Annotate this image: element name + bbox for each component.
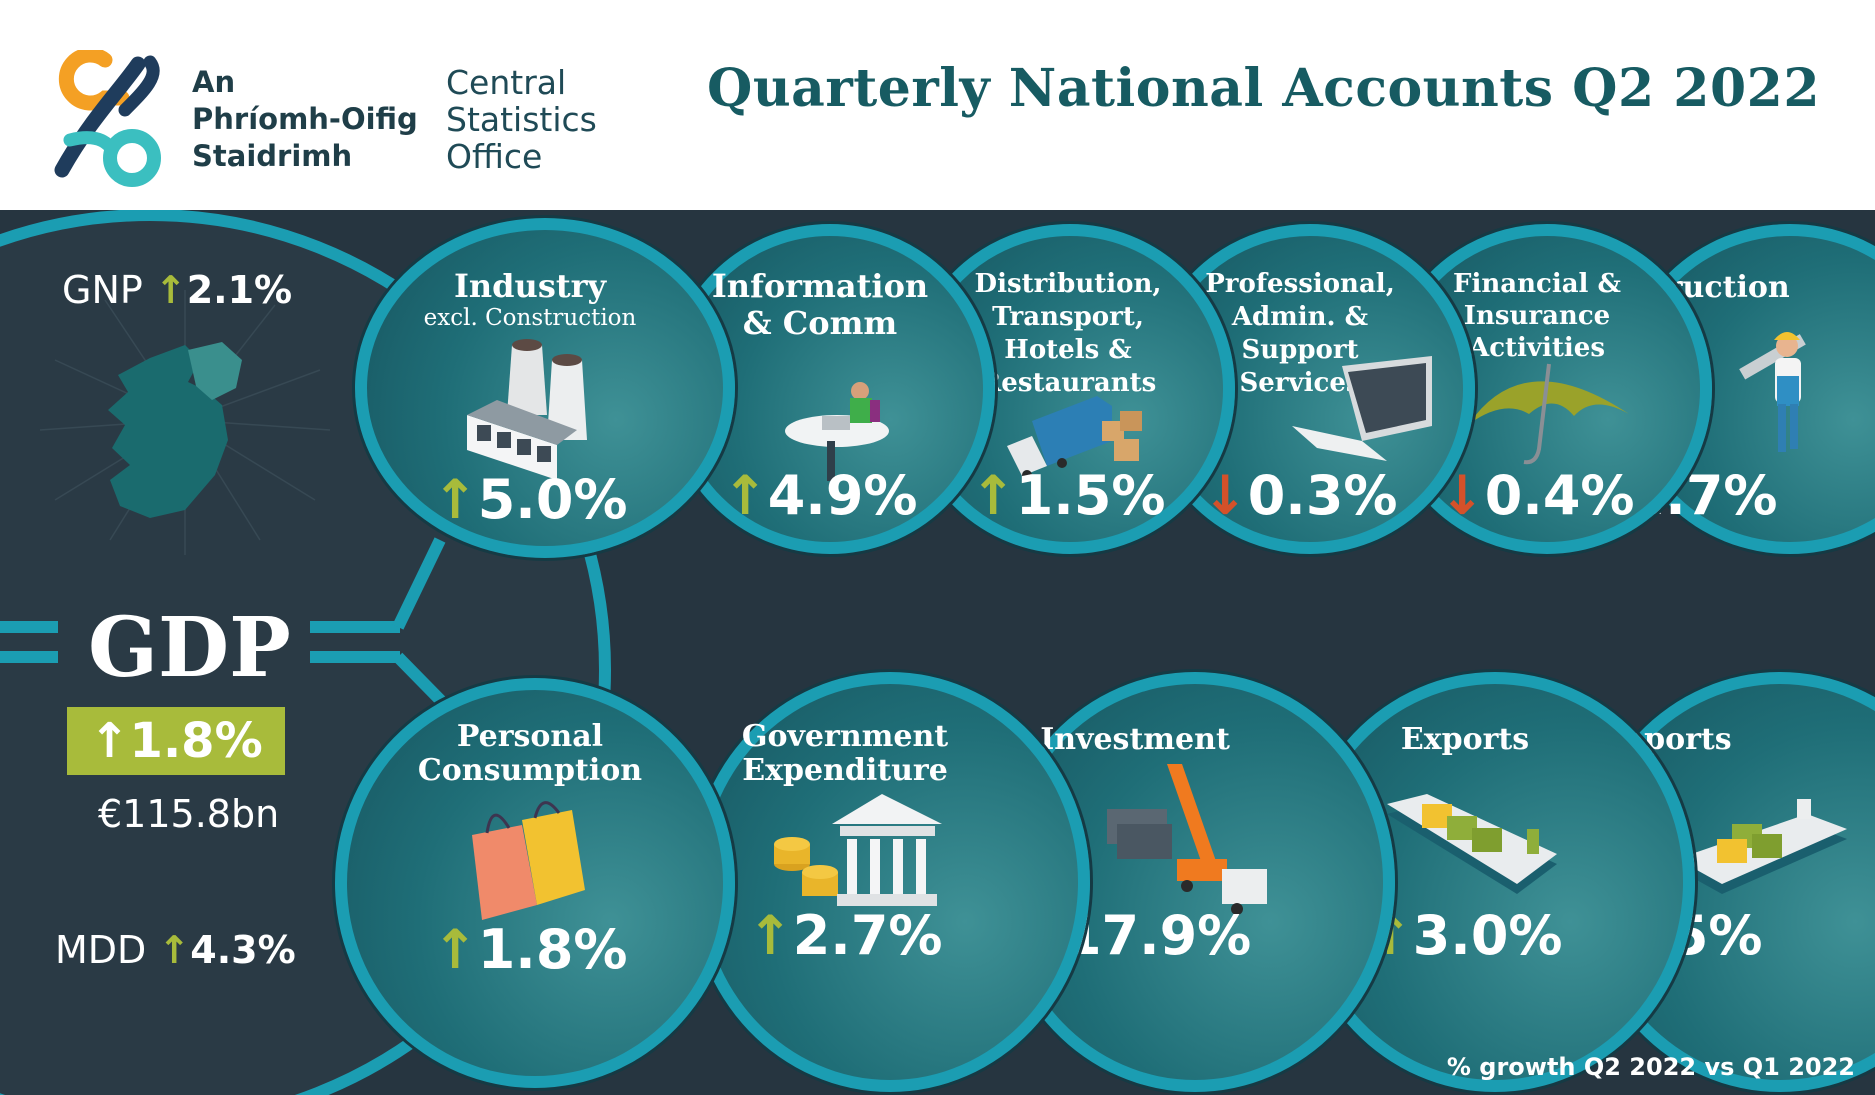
cargo-ship-icon bbox=[1387, 794, 1557, 894]
shopping-bags-icon bbox=[472, 801, 585, 920]
up-arrow-icon: ↑ bbox=[432, 918, 478, 981]
up-arrow-icon: ↑ bbox=[747, 904, 793, 967]
up-arrow-icon: ↑ bbox=[432, 468, 478, 531]
sector-title-line: Restaurants bbox=[979, 368, 1157, 398]
mdd-name: MDD bbox=[55, 928, 147, 972]
sector-circle-industry: Industry excl. Construction ↑5.0% bbox=[355, 218, 735, 558]
sector-title-line: Services bbox=[1239, 368, 1361, 398]
construction-worker-icon bbox=[1739, 332, 1806, 452]
logo-english-line: Central bbox=[446, 63, 567, 102]
expenditure-title-line: Consumption bbox=[417, 753, 643, 788]
logo-irish-line: Staidrimh bbox=[192, 139, 353, 173]
expenditure-title: Investment bbox=[947, 722, 1323, 757]
gnp-label: GNP ↑2.1% bbox=[62, 268, 292, 312]
sector-value: ↑5.0% bbox=[352, 468, 708, 531]
expenditure-circle-personal: Personal Consumption ↑1.8% bbox=[335, 678, 735, 1088]
up-arrow-icon: ↑ bbox=[154, 268, 187, 312]
gnp-name: GNP bbox=[62, 268, 143, 312]
sector-title-line: Activities bbox=[1469, 333, 1605, 363]
logo-irish-line: An bbox=[192, 65, 236, 99]
sector-title-line: Hotels & bbox=[1004, 335, 1132, 365]
expenditure-value-text: 1.8% bbox=[477, 918, 628, 981]
expenditure-title-line: Government bbox=[741, 719, 949, 754]
expenditure-value-text: 17.9% bbox=[1063, 904, 1252, 967]
crane-icon bbox=[1107, 764, 1267, 915]
footnote: % growth Q2 2022 vs Q1 2022 bbox=[1446, 1053, 1855, 1081]
up-arrow-icon: ↑ bbox=[158, 928, 191, 972]
expenditure-title: Personal Consumption bbox=[342, 720, 718, 788]
sector-title-line: Industry bbox=[453, 267, 607, 305]
logo-irish-name: An Phríomh-Oifig Staidrimh bbox=[192, 64, 418, 175]
sector-title-line: Support bbox=[1241, 335, 1359, 365]
expenditure-value-text: 2.7% bbox=[792, 904, 943, 967]
expenditure-title: Exports bbox=[1277, 722, 1653, 757]
expenditure-circle-government: Government Expenditure ↑2.7% bbox=[690, 672, 1090, 1092]
expenditure-value: ↑2.7% bbox=[657, 904, 1033, 967]
sector-value-text: 0.3% bbox=[1247, 464, 1398, 527]
expenditure-title-line: Expenditure bbox=[742, 753, 948, 788]
factory-icon bbox=[467, 339, 587, 480]
laptop-worker-icon bbox=[785, 382, 889, 481]
expenditure-title-line: Personal bbox=[456, 719, 604, 754]
page-title: Quarterly National Accounts Q2 2022 bbox=[707, 58, 1820, 119]
sector-title-line: Distribution, bbox=[974, 269, 1162, 299]
sector-title-line: Professional, bbox=[1205, 269, 1395, 299]
sector-title-line: Transport, bbox=[992, 302, 1144, 332]
up-arrow-icon: ↑ bbox=[89, 713, 130, 769]
sector-value-text: 4.9% bbox=[767, 464, 918, 527]
sector-title: Distribution, Transport, Hotels & Restau… bbox=[915, 268, 1221, 400]
cso-logo-icon bbox=[54, 50, 161, 187]
header: An Phríomh-Oifig Staidrimh Central Stati… bbox=[0, 0, 1875, 210]
sector-title: Professional, Admin. & Support Services bbox=[1147, 268, 1453, 400]
sector-title: Information & Comm bbox=[667, 268, 973, 342]
gdp-growth-value: 1.8% bbox=[129, 713, 263, 769]
sector-title-line: Insurance bbox=[1463, 301, 1611, 331]
logo-english-line: Office bbox=[446, 137, 543, 176]
gdp-label: GDP bbox=[88, 600, 291, 696]
mdd-value: 4.3% bbox=[190, 928, 296, 972]
expenditure-value: ↑1.8% bbox=[342, 918, 718, 981]
sector-value: ↓0.3% bbox=[1147, 464, 1453, 527]
sector-title: Industry excl. Construction bbox=[352, 268, 708, 332]
up-arrow-icon: ↑ bbox=[970, 464, 1016, 527]
sector-value-text: 1.5% bbox=[1015, 464, 1166, 527]
gdp-amount: €115.8bn bbox=[98, 792, 280, 836]
gdp-growth-badge: ↑1.8% bbox=[67, 707, 285, 775]
sector-title-line: Information bbox=[711, 267, 929, 305]
sector-title-line: excl. Construction bbox=[423, 305, 637, 331]
sector-value: ↓0.4% bbox=[1384, 464, 1690, 527]
expenditure-value-text: 3.0% bbox=[1412, 904, 1563, 967]
sector-value: ↑4.9% bbox=[667, 464, 973, 527]
sector-value-text: 5.0% bbox=[477, 468, 628, 531]
truck-icon bbox=[1007, 396, 1142, 480]
expenditure-title-line: Investment bbox=[1040, 722, 1230, 757]
bank-building-icon bbox=[774, 794, 942, 906]
expenditure-title-line: Exports bbox=[1400, 722, 1530, 757]
umbrella-icon bbox=[1469, 363, 1629, 465]
up-arrow-icon: ↑ bbox=[722, 464, 768, 527]
infographic-panel: GNP ↑2.1% GDP ↑1.8% €115.8bn MDD ↑4.3% C… bbox=[0, 210, 1875, 1095]
cargo-ship-icon bbox=[1677, 799, 1847, 894]
sector-title-line: Financial & bbox=[1453, 269, 1621, 299]
sector-title: Financial & Insurance Activities bbox=[1384, 268, 1690, 364]
laptop-icon bbox=[1292, 356, 1432, 461]
sector-title-line: & Comm bbox=[742, 304, 898, 342]
expenditure-value: ↑3.0% bbox=[1277, 904, 1653, 967]
ireland-map-icon bbox=[108, 342, 242, 518]
logo-english-line: Statistics bbox=[446, 100, 597, 139]
logo-english-name: Central Statistics Office bbox=[446, 64, 597, 175]
logo-irish-line: Phríomh-Oifig bbox=[192, 102, 418, 136]
sector-value-text: 0.4% bbox=[1484, 464, 1635, 527]
mdd-label: MDD ↑4.3% bbox=[55, 928, 296, 972]
expenditure-title: Government Expenditure bbox=[657, 720, 1033, 788]
sector-title-line: Admin. & bbox=[1231, 302, 1369, 332]
gnp-value: 2.1% bbox=[186, 268, 293, 312]
sector-value: ↑1.5% bbox=[915, 464, 1221, 527]
